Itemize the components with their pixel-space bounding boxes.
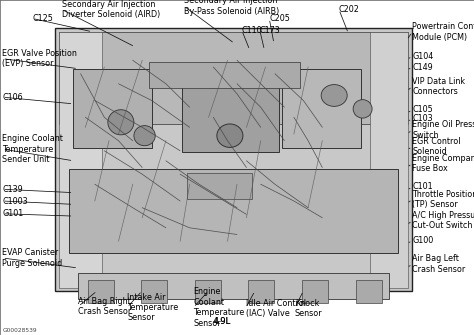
Text: Air Bag Left
Crash Sensor: Air Bag Left Crash Sensor bbox=[412, 254, 465, 274]
Text: EVAP Canister
Purge Solenoid: EVAP Canister Purge Solenoid bbox=[2, 248, 63, 268]
Bar bbox=[69, 169, 398, 253]
Text: G101: G101 bbox=[2, 209, 24, 218]
Text: Throttle Position
(TP) Sensor: Throttle Position (TP) Sensor bbox=[412, 190, 474, 209]
Bar bbox=[282, 69, 361, 147]
Text: C101: C101 bbox=[412, 183, 433, 191]
Text: Secondary Air Injection
Diverter Solenoid (AIRD): Secondary Air Injection Diverter Solenoi… bbox=[62, 0, 160, 19]
Bar bbox=[195, 280, 221, 303]
Bar bbox=[149, 62, 300, 88]
Text: EGR Control
Solenoid: EGR Control Solenoid bbox=[412, 137, 461, 156]
Text: Engine
Coolant
Temperature
Sensor: Engine Coolant Temperature Sensor bbox=[193, 287, 245, 328]
Ellipse shape bbox=[217, 124, 243, 147]
Bar bbox=[356, 280, 382, 303]
Bar bbox=[55, 28, 412, 291]
Bar bbox=[59, 32, 408, 124]
Text: Powertrain Control
Module (PCM): Powertrain Control Module (PCM) bbox=[412, 22, 474, 42]
Text: EGR Valve Position
(EVP) Sensor: EGR Valve Position (EVP) Sensor bbox=[2, 49, 77, 68]
Text: Idle Air Control
(IAC) Valve: Idle Air Control (IAC) Valve bbox=[246, 298, 306, 318]
Text: VIP Data Link
Connectors: VIP Data Link Connectors bbox=[412, 77, 465, 96]
Bar bbox=[59, 32, 102, 288]
Text: C125: C125 bbox=[32, 14, 53, 23]
Ellipse shape bbox=[134, 126, 155, 146]
Bar bbox=[141, 280, 167, 303]
Bar bbox=[88, 280, 114, 303]
Bar bbox=[73, 69, 152, 147]
Text: C139: C139 bbox=[2, 185, 23, 194]
Text: 4.9L: 4.9L bbox=[213, 317, 230, 326]
Text: C202: C202 bbox=[339, 5, 360, 14]
Bar bbox=[302, 280, 328, 303]
Text: Engine Oil Pressure
Switch: Engine Oil Pressure Switch bbox=[412, 120, 474, 140]
Bar bbox=[248, 280, 274, 303]
Text: Engine Compartment
Fuse Box: Engine Compartment Fuse Box bbox=[412, 154, 474, 173]
Text: A/C High Pressure
Cut-Out Switch: A/C High Pressure Cut-Out Switch bbox=[412, 211, 474, 230]
Text: C173: C173 bbox=[260, 26, 281, 35]
Bar bbox=[370, 32, 408, 288]
Text: G00028539: G00028539 bbox=[2, 328, 37, 333]
Text: Secondary Air Injection
By-Pass Solenoid (AIRB): Secondary Air Injection By-Pass Solenoid… bbox=[184, 0, 279, 16]
Text: C110: C110 bbox=[242, 26, 263, 35]
Text: Air Bag Right
Crash Sensor: Air Bag Right Crash Sensor bbox=[78, 297, 131, 316]
Ellipse shape bbox=[353, 100, 372, 118]
Bar bbox=[182, 79, 279, 152]
Bar bbox=[78, 273, 389, 299]
Text: C149: C149 bbox=[412, 63, 433, 71]
Text: Engine Coolant
Temperature
Sender Unit: Engine Coolant Temperature Sender Unit bbox=[2, 134, 63, 164]
Ellipse shape bbox=[321, 85, 347, 107]
Text: Knock
Sensor: Knock Sensor bbox=[295, 298, 322, 318]
Text: C103: C103 bbox=[412, 115, 433, 123]
Text: Intake Air
Temperature
Sensor: Intake Air Temperature Sensor bbox=[127, 293, 178, 322]
Bar bbox=[187, 173, 252, 199]
Text: C105: C105 bbox=[412, 106, 433, 114]
Text: G104: G104 bbox=[412, 52, 434, 61]
Text: C106: C106 bbox=[2, 93, 23, 102]
Text: G100: G100 bbox=[412, 236, 434, 245]
Text: 4.9L: 4.9L bbox=[212, 317, 231, 326]
Text: C205: C205 bbox=[269, 14, 290, 23]
Ellipse shape bbox=[108, 110, 134, 135]
Text: C1003: C1003 bbox=[2, 197, 28, 205]
